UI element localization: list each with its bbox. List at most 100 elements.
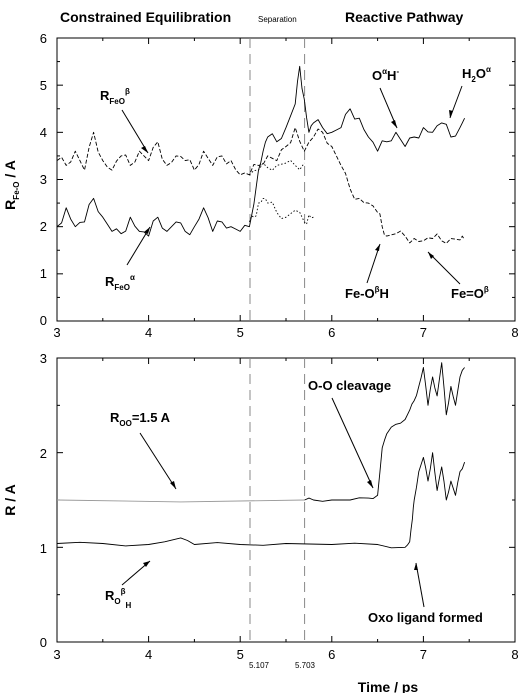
bottom-x-axis-label: Time / ps: [358, 679, 419, 693]
bottom-series-solid-0: [56, 499, 305, 503]
top-x-tick-labels: 3 4 5 6 7 8: [53, 325, 518, 340]
annotation-base: R: [100, 88, 110, 103]
arrow-r-oo: [139, 432, 177, 490]
annotation-sub: 2: [471, 75, 476, 84]
arrow-r-feo-alpha: [126, 226, 151, 266]
top-series-group: [56, 65, 466, 244]
annotation-fe-o-double-beta: Fe=Oβ: [451, 285, 489, 301]
bottom-x-tick-label: 8: [511, 647, 518, 662]
header-constrained-equilibration: Constrained Equilibration: [60, 9, 231, 25]
top-y-axis-label-r: R: [2, 200, 18, 210]
arrowhead-r-oo: [170, 481, 176, 489]
bottom-x-tick-label: 6: [328, 647, 335, 662]
annotation-r-feo-beta: RFeOβ: [100, 87, 130, 106]
annotation-o-alpha-h: OαH-: [372, 67, 399, 83]
annotation-fe-o-beta-h: Fe-OβH: [345, 285, 389, 301]
annotation-o-o-cleavage: O-O cleavage: [308, 378, 391, 393]
arrowhead-h2o-alpha: [449, 110, 453, 118]
top-x-tick-label: 3: [53, 325, 60, 340]
annotation-sup: β: [375, 285, 380, 294]
bottom-y-axis-label: R / A: [2, 484, 18, 515]
bottom-series-solid-2: [56, 452, 466, 549]
top-y-tick-label: 5: [40, 78, 47, 93]
bottom-y-tick-labels: 0 1 2 3: [40, 351, 47, 650]
top-plot-frame: [56, 37, 516, 322]
top-y-axis-label: RFe-O / A: [2, 160, 21, 210]
top-y-tick-label: 1: [40, 266, 47, 281]
annotation-tail: H: [387, 68, 396, 83]
annotation-h2o-alpha: H2Oα: [462, 65, 491, 84]
top-x-tick-label: 8: [511, 325, 518, 340]
top-chart: 3 4 5 6 7 8 0 1 2 3 4 5 6 RFe-O / A RFeO…: [2, 31, 519, 340]
arrowhead-r-feo-beta: [141, 146, 148, 153]
annotation-base: H: [462, 66, 471, 81]
top-series-dashed-1: [56, 127, 465, 244]
top-series-dotted-3: [249, 159, 305, 176]
top-y-tick-label: 2: [40, 219, 47, 234]
top-series-dotted-2: [248, 197, 314, 225]
bottom-y-tick-label: 2: [40, 446, 47, 461]
top-y-tick-label: 6: [40, 31, 47, 46]
arrow-r-feo-beta: [121, 109, 149, 154]
annotation-tail-sup: α: [486, 65, 491, 74]
annotation-base: Fe-O: [345, 286, 375, 301]
bottom-chart: 3 4 5 6 7 8 5.107 5.703 0 1 2 3 R / A Ti…: [2, 351, 519, 693]
top-y-tick-label: 4: [40, 125, 47, 140]
arrow-fe-o-double-beta: [427, 251, 461, 285]
annotation-tail-sup: -: [396, 67, 399, 76]
annotation-r-o-beta-h: ROβH: [105, 587, 132, 610]
bottom-x-tick-label: 3: [53, 647, 60, 662]
arrowhead-o-o-cleavage: [367, 480, 373, 488]
bottom-y-tick-label: 1: [40, 541, 47, 556]
arrow-o-o-cleavage: [331, 397, 374, 489]
annotation-sub: FeO: [109, 97, 125, 106]
annotation-r-oo: ROO=1.5 A: [110, 410, 171, 428]
header-reactive-pathway: Reactive Pathway: [345, 9, 463, 25]
top-y-tick-label: 0: [40, 313, 47, 328]
top-x-tick-label: 6: [328, 325, 335, 340]
annotation-r-feo-alpha: RFeOα: [105, 273, 135, 292]
annotation-base: O: [372, 68, 382, 83]
annotation-base: R: [105, 588, 115, 603]
bottom-y-tick-label: 0: [40, 635, 47, 650]
header-separation: Separation: [258, 15, 297, 24]
bottom-series-group: [56, 362, 466, 549]
arrowhead-r-feo-alpha: [144, 227, 150, 234]
bottom-tick-marks: [56, 357, 516, 643]
arrowhead-r-o-beta-h: [143, 561, 150, 567]
bottom-x-tick-label: 7: [420, 647, 427, 662]
arrowhead-o-alpha-h: [391, 120, 397, 128]
annotation-base: R: [110, 410, 120, 425]
top-x-tick-label: 7: [420, 325, 427, 340]
annotation-sub: O: [114, 597, 120, 606]
annotation-sup: α: [130, 273, 135, 282]
bottom-x-tick-labels: 3 4 5 6 7 8 5.107 5.703: [53, 647, 518, 670]
arrow-oxo-ligand: [415, 562, 425, 608]
annotation-sub: FeO: [114, 283, 130, 292]
arrowhead-fe-o-double-beta: [428, 252, 434, 259]
annotation-sup: β: [121, 587, 126, 596]
top-x-tick-label: 5: [237, 325, 244, 340]
annotation-base: R: [105, 274, 115, 289]
top-y-axis-label-rest: / A: [2, 160, 18, 181]
top-tick-marks: [56, 37, 516, 322]
bottom-y-tick-label: 3: [40, 351, 47, 366]
vline-label-5107: 5.107: [249, 661, 270, 670]
annotation-sup: β: [125, 87, 130, 96]
bottom-series-solid-1: [304, 362, 465, 502]
annotation-tail: O: [476, 66, 486, 81]
annotation-sup: α: [382, 67, 387, 76]
top-y-tick-labels: 0 1 2 3 4 5 6: [40, 31, 47, 328]
top-x-tick-label: 4: [145, 325, 152, 340]
annotation-base: Fe=O: [451, 286, 484, 301]
annotation-tail-sub: H: [126, 601, 132, 610]
arrowhead-fe-o-beta-h: [375, 244, 380, 251]
vline-label-5703: 5.703: [295, 661, 316, 670]
bottom-x-tick-label: 5: [237, 647, 244, 662]
annotation-tail: H: [380, 286, 389, 301]
bottom-x-tick-label: 4: [145, 647, 152, 662]
top-y-axis-label-sub: Fe-O: [12, 181, 21, 199]
arrowhead-oxo-ligand: [414, 563, 418, 570]
annotation-tail: =1.5 A: [132, 410, 171, 425]
